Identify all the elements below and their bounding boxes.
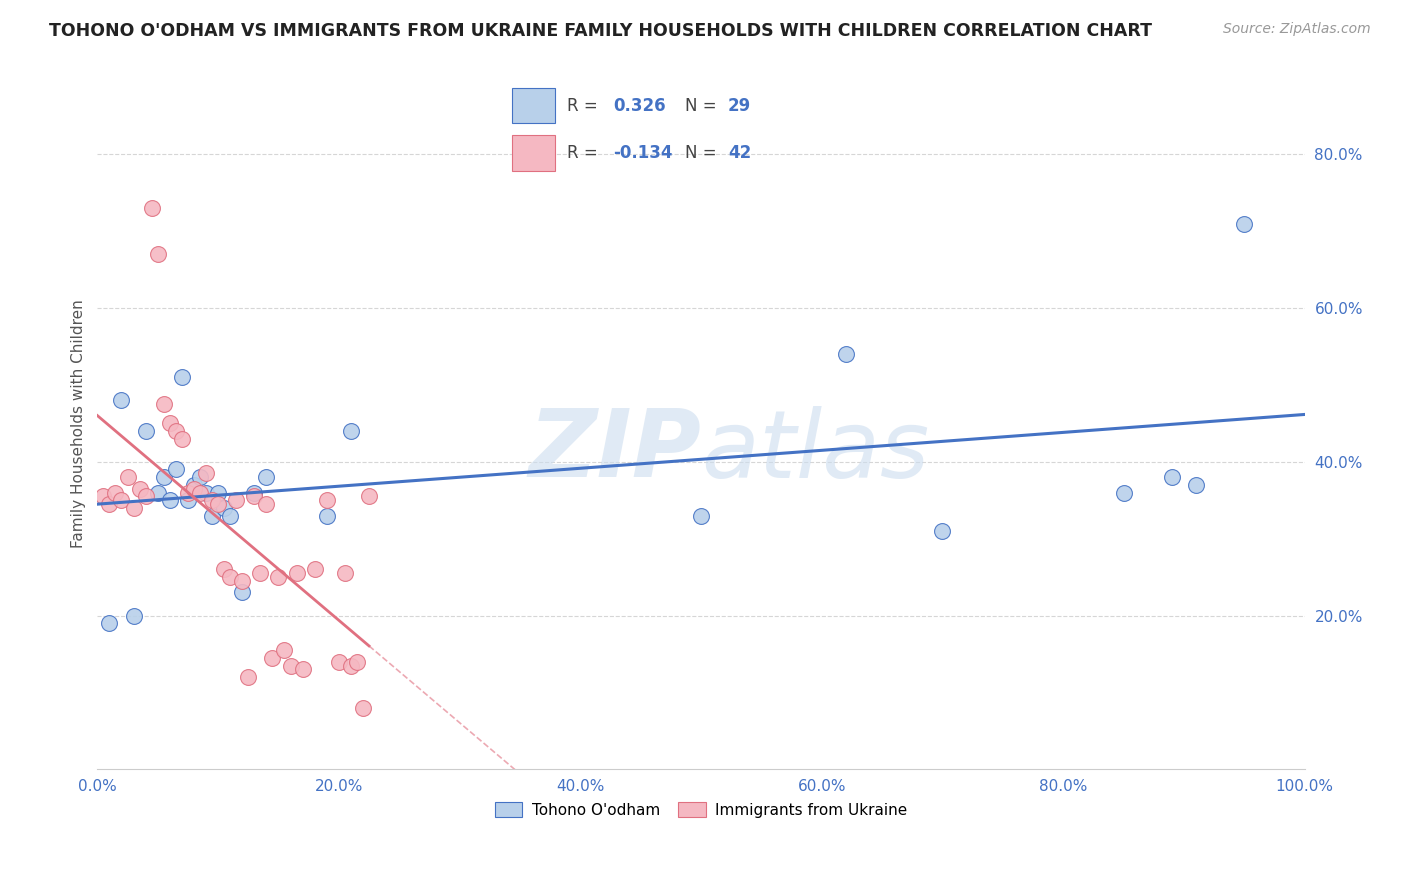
Point (219, 570, 242, 584)
FancyBboxPatch shape (512, 136, 555, 170)
Text: -0.134: -0.134 (613, 144, 673, 161)
Point (315, 508, 337, 523)
Point (243, 485, 266, 500)
Point (122, 500, 145, 515)
Point (201, 493, 224, 508)
Point (280, 658, 302, 673)
Point (110, 393, 132, 408)
Text: R =: R = (567, 144, 603, 161)
Text: Source: ZipAtlas.com: Source: ZipAtlas.com (1223, 22, 1371, 37)
Point (93, 490, 115, 504)
Point (291, 662, 314, 676)
Point (183, 482, 205, 496)
Point (201, 508, 224, 523)
Point (165, 462, 187, 476)
Text: 0.326: 0.326 (613, 97, 666, 115)
Point (304, 562, 326, 576)
Point (104, 485, 127, 500)
Point (931, 524, 953, 538)
Point (1112, 485, 1135, 500)
Point (219, 508, 242, 523)
Text: 42: 42 (728, 144, 751, 161)
Point (231, 574, 253, 588)
Point (1160, 470, 1182, 484)
Text: TOHONO O'ODHAM VS IMMIGRANTS FROM UKRAINE FAMILY HOUSEHOLDS WITH CHILDREN CORREL: TOHONO O'ODHAM VS IMMIGRANTS FROM UKRAIN… (49, 22, 1152, 40)
Point (110, 493, 132, 508)
Legend: Tohono O'odham, Immigrants from Ukraine: Tohono O'odham, Immigrants from Ukraine (489, 796, 914, 824)
Point (195, 467, 218, 481)
Point (357, 490, 380, 504)
Point (273, 643, 295, 657)
Point (159, 417, 181, 431)
Point (285, 566, 308, 581)
Point (122, 608, 145, 623)
Point (183, 478, 205, 492)
Point (207, 485, 229, 500)
Text: atlas: atlas (702, 406, 929, 497)
Point (352, 701, 374, 715)
Point (170, 432, 193, 446)
Point (135, 490, 157, 504)
Point (340, 658, 363, 673)
Point (146, 247, 169, 261)
Text: R =: R = (567, 97, 603, 115)
Point (141, 201, 163, 215)
FancyBboxPatch shape (512, 88, 555, 123)
Point (195, 485, 218, 500)
Point (207, 497, 229, 511)
Point (262, 650, 284, 665)
Text: N =: N = (685, 144, 721, 161)
Point (346, 655, 368, 669)
Point (231, 585, 253, 599)
Point (254, 470, 277, 484)
Point (315, 493, 337, 508)
Point (98, 616, 121, 631)
Point (340, 424, 363, 438)
Point (225, 493, 247, 508)
Point (152, 397, 174, 411)
Text: N =: N = (685, 97, 721, 115)
Point (212, 500, 235, 515)
Point (128, 482, 150, 496)
Point (188, 470, 211, 484)
Point (159, 493, 181, 508)
Point (1233, 217, 1256, 231)
Point (177, 493, 200, 508)
Text: ZIP: ZIP (529, 405, 702, 497)
Text: 29: 29 (728, 97, 751, 115)
Point (267, 570, 290, 584)
Point (177, 485, 200, 500)
Point (170, 370, 193, 384)
Point (188, 485, 211, 500)
Point (690, 508, 713, 523)
Point (117, 470, 139, 484)
Point (238, 670, 260, 684)
Point (152, 470, 174, 484)
Point (328, 655, 350, 669)
Point (835, 347, 858, 361)
Point (98, 497, 121, 511)
Point (333, 566, 356, 581)
Point (1185, 478, 1208, 492)
Y-axis label: Family Households with Children: Family Households with Children (72, 299, 86, 548)
Point (146, 485, 169, 500)
Point (165, 424, 187, 438)
Point (135, 424, 157, 438)
Point (249, 566, 271, 581)
Point (254, 497, 277, 511)
Point (212, 562, 235, 576)
Point (243, 490, 266, 504)
